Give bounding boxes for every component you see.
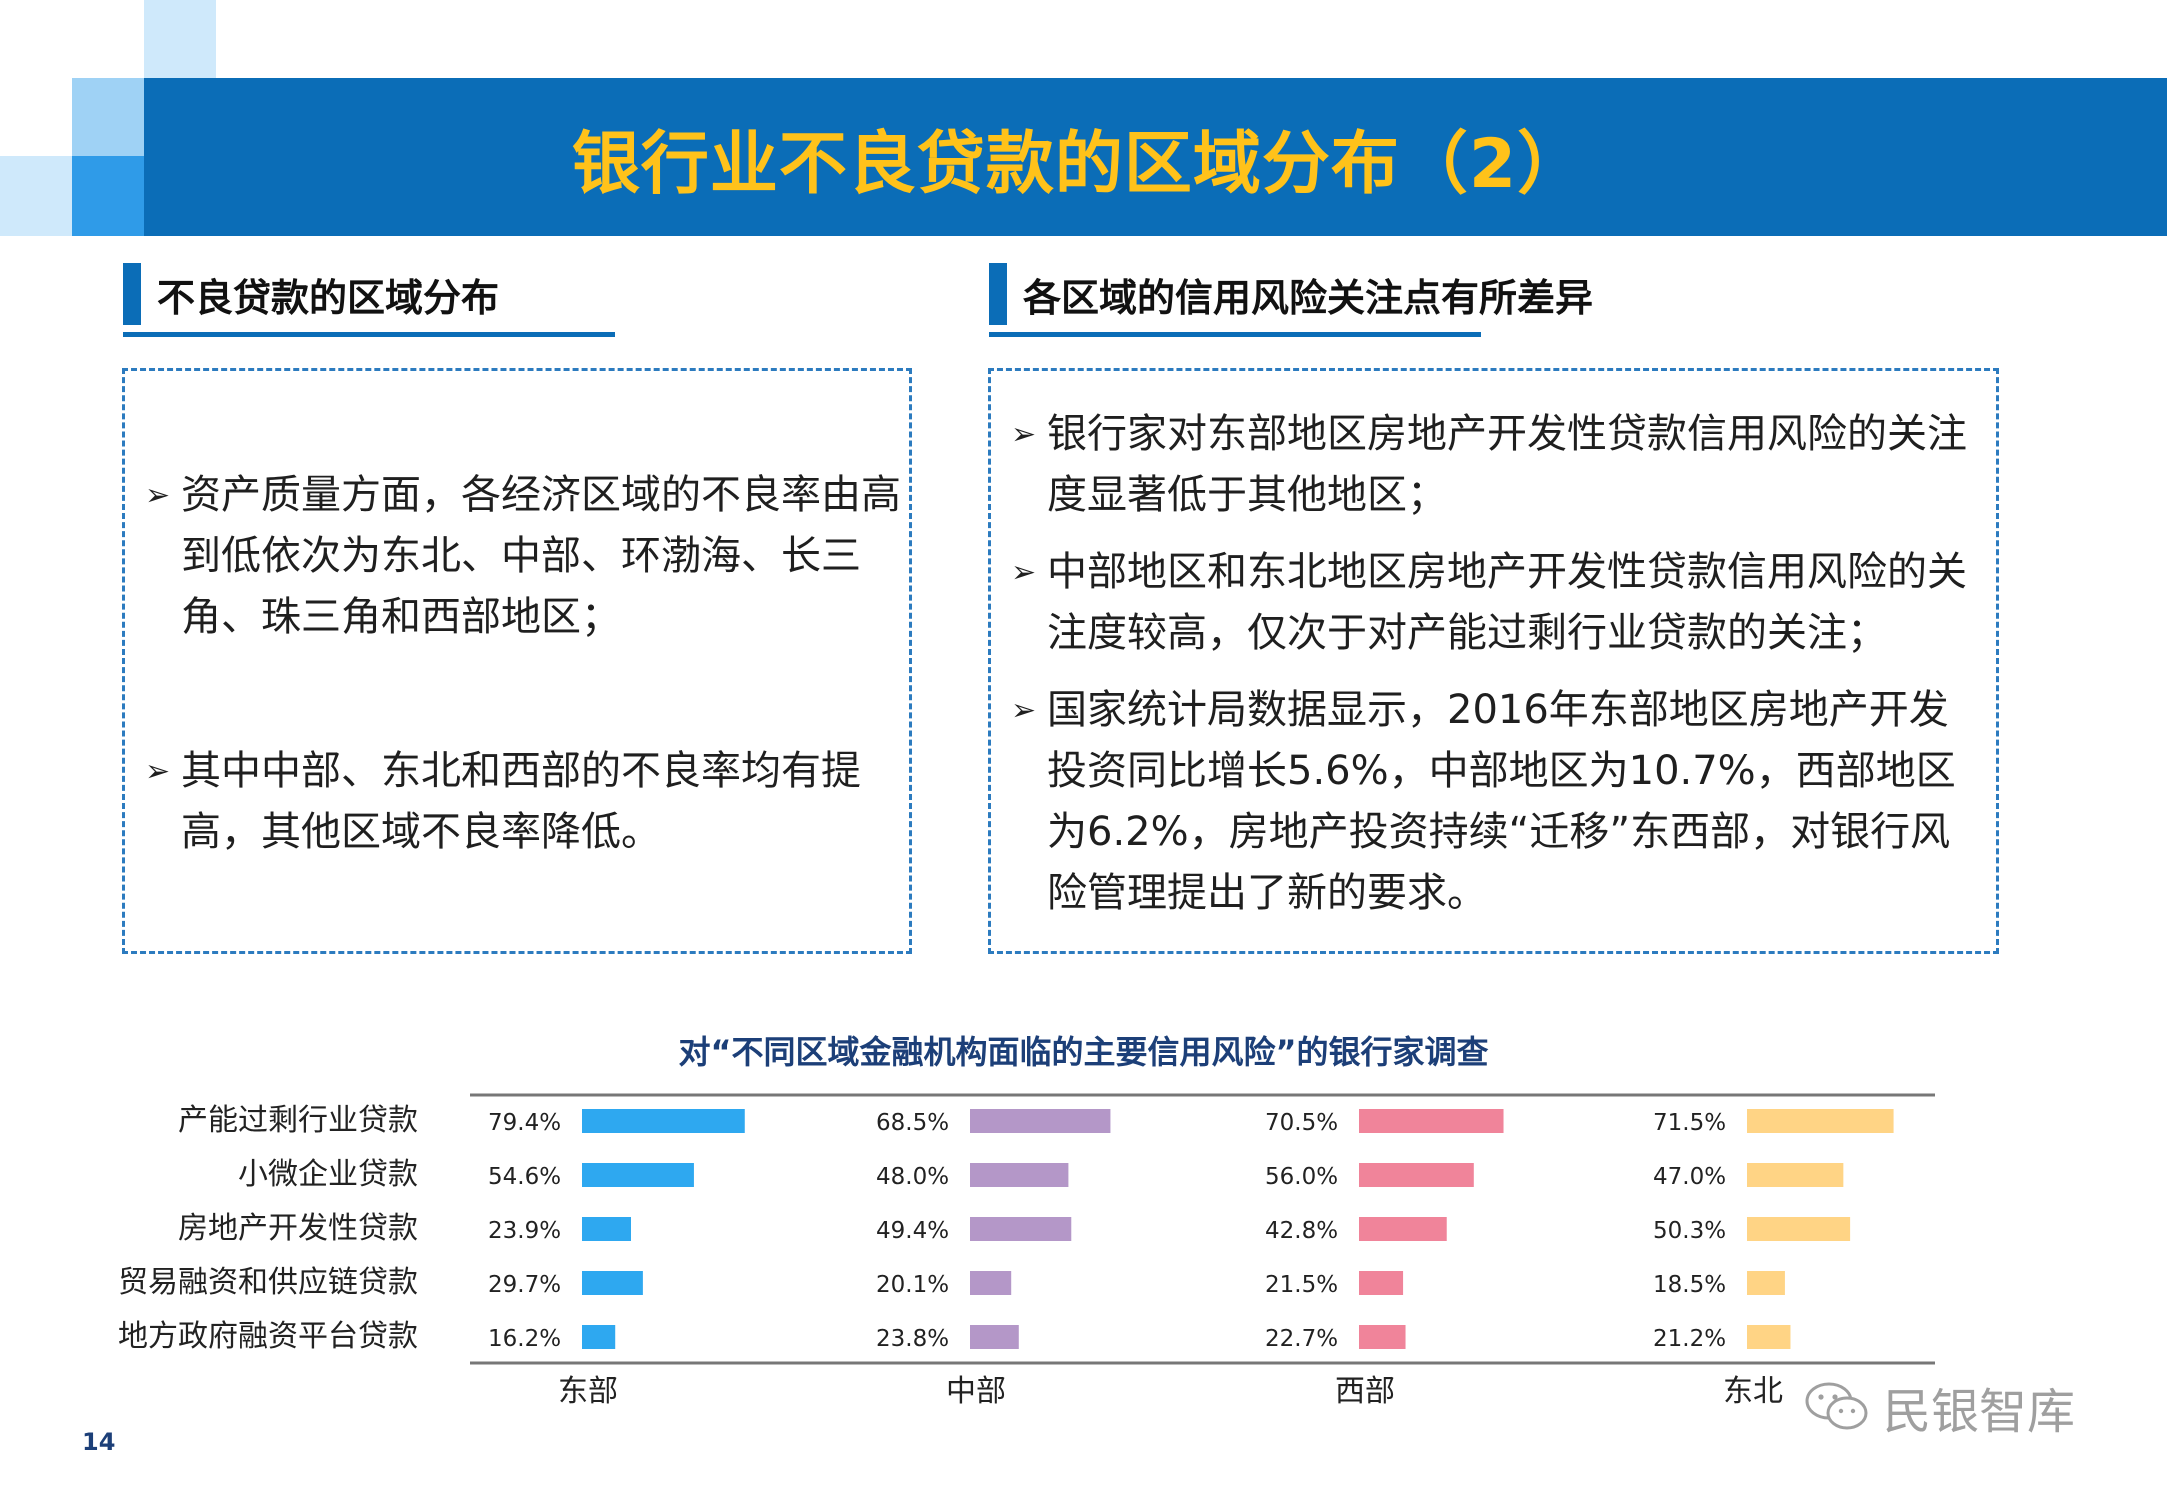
bullet-arrow-icon: ➢ <box>145 478 171 513</box>
bar <box>1747 1109 1894 1133</box>
left-bullet-text: 其中中部、东北和西部的不良率均有提高，其他区域不良率降低。 <box>181 748 861 855</box>
right-bullet-text: 银行家对东部地区房地产开发性贷款信用风险的关注度显著低于其他地区； <box>1047 411 1967 518</box>
bar <box>1359 1217 1447 1241</box>
series-label: 东北 <box>1723 1374 1783 1409</box>
bar <box>1747 1271 1785 1295</box>
bar <box>970 1109 1111 1133</box>
bar <box>582 1109 745 1133</box>
left-section-heading: 不良贷款的区域分布 <box>123 263 499 325</box>
bar <box>1359 1109 1504 1133</box>
data-label: 47.0% <box>1653 1164 1726 1190</box>
series-label: 西部 <box>1335 1374 1395 1409</box>
data-label: 23.9% <box>488 1218 561 1244</box>
right-bullet-text: 中部地区和东北地区房地产开发性贷款信用风险的关注度较高，仅次于对产能过剩行业贷款… <box>1047 549 1967 656</box>
title-band <box>144 78 2167 236</box>
bar <box>970 1217 1072 1241</box>
left-heading-underline <box>123 332 615 337</box>
right-bullet-2: ➢ 中部地区和东北地区房地产开发性贷款信用风险的关注度较高，仅次于对产能过剩行业… <box>1011 542 1986 664</box>
data-label: 29.7% <box>488 1272 561 1298</box>
left-heading-text: 不良贷款的区域分布 <box>157 275 500 320</box>
right-bullet-3: ➢ 国家统计局数据显示，2016年东部地区房地产开发投资同比增长5.6%，中部地… <box>1011 680 1986 924</box>
bar <box>582 1325 616 1349</box>
data-label: 42.8% <box>1265 1218 1338 1244</box>
bullet-arrow-icon: ➢ <box>145 754 171 789</box>
right-bullet-text: 国家统计局数据显示，2016年东部地区房地产开发投资同比增长5.6%，中部地区为… <box>1047 687 1956 916</box>
right-bullet-1: ➢ 银行家对东部地区房地产开发性贷款信用风险的关注度显著低于其他地区； <box>1011 404 1986 526</box>
data-label: 16.2% <box>488 1326 561 1352</box>
bar <box>970 1163 1069 1187</box>
left-bullet-2: ➢ 其中中部、东北和西部的不良率均有提高，其他区域不良率降低。 <box>145 741 915 863</box>
right-text-box <box>988 368 1999 954</box>
watermark: 民银智库 <box>1805 1372 2075 1442</box>
left-text-box <box>122 368 912 954</box>
bar <box>582 1271 643 1295</box>
data-label: 68.5% <box>876 1110 949 1136</box>
page-number: 14 <box>82 1428 116 1456</box>
right-heading-underline <box>989 332 1481 337</box>
deco-square <box>144 0 216 78</box>
right-section-heading: 各区域的信用风险关注点有所差异 <box>989 263 1593 325</box>
bullet-arrow-icon: ➢ <box>1011 693 1037 728</box>
bullet-arrow-icon: ➢ <box>1011 417 1037 452</box>
category-label: 地方政府融资平台贷款 <box>118 1319 418 1354</box>
data-label: 18.5% <box>1653 1272 1726 1298</box>
data-label: 71.5% <box>1653 1110 1726 1136</box>
data-label: 54.6% <box>488 1164 561 1190</box>
data-label: 70.5% <box>1265 1110 1338 1136</box>
left-bullet-1: ➢ 资产质量方面，各经济区域的不良率由高到低依次为东北、中部、环渤海、长三角、珠… <box>145 465 915 648</box>
bar <box>1359 1271 1404 1295</box>
category-label: 贸易融资和供应链贷款 <box>118 1265 418 1300</box>
deco-square <box>0 156 72 236</box>
bar <box>582 1163 694 1187</box>
heading-accent-bar <box>989 263 1007 325</box>
heading-accent-bar <box>123 263 141 325</box>
category-label: 房地产开发性贷款 <box>178 1211 418 1246</box>
bar <box>1359 1163 1474 1187</box>
data-label: 56.0% <box>1265 1164 1338 1190</box>
deco-square <box>72 156 144 236</box>
data-label: 50.3% <box>1653 1218 1726 1244</box>
data-label: 48.0% <box>876 1164 949 1190</box>
page-title: 银行业不良贷款的区域分布（2） <box>571 124 1587 204</box>
data-label: 22.7% <box>1265 1326 1338 1352</box>
bar <box>970 1271 1012 1295</box>
data-label: 23.8% <box>876 1326 949 1352</box>
bar <box>970 1325 1019 1349</box>
bar <box>1359 1325 1406 1349</box>
chart-title: 对“不同区域金融机构面临的主要信用风险”的银行家调查 <box>678 1033 1489 1071</box>
left-bullet-text: 资产质量方面，各经济区域的不良率由高到低依次为东北、中部、环渤海、长三角、珠三角… <box>181 472 901 640</box>
data-label: 21.5% <box>1265 1272 1338 1298</box>
bar <box>1747 1217 1851 1241</box>
series-label: 东部 <box>558 1374 618 1409</box>
bar <box>582 1217 631 1241</box>
data-label: 21.2% <box>1653 1326 1726 1352</box>
bullet-arrow-icon: ➢ <box>1011 555 1037 590</box>
bar <box>1747 1163 1844 1187</box>
data-label: 49.4% <box>876 1218 949 1244</box>
wechat-icon <box>1805 1382 1868 1430</box>
data-label: 20.1% <box>876 1272 949 1298</box>
right-heading-text: 各区域的信用风险关注点有所差异 <box>1023 275 1594 320</box>
deco-square <box>72 78 144 156</box>
watermark-text: 民银智库 <box>1883 1384 2076 1440</box>
series-label: 中部 <box>946 1374 1006 1409</box>
bar <box>1747 1325 1791 1349</box>
data-label: 79.4% <box>488 1110 561 1136</box>
category-label: 产能过剩行业贷款 <box>178 1103 418 1138</box>
category-label: 小微企业贷款 <box>238 1157 418 1192</box>
